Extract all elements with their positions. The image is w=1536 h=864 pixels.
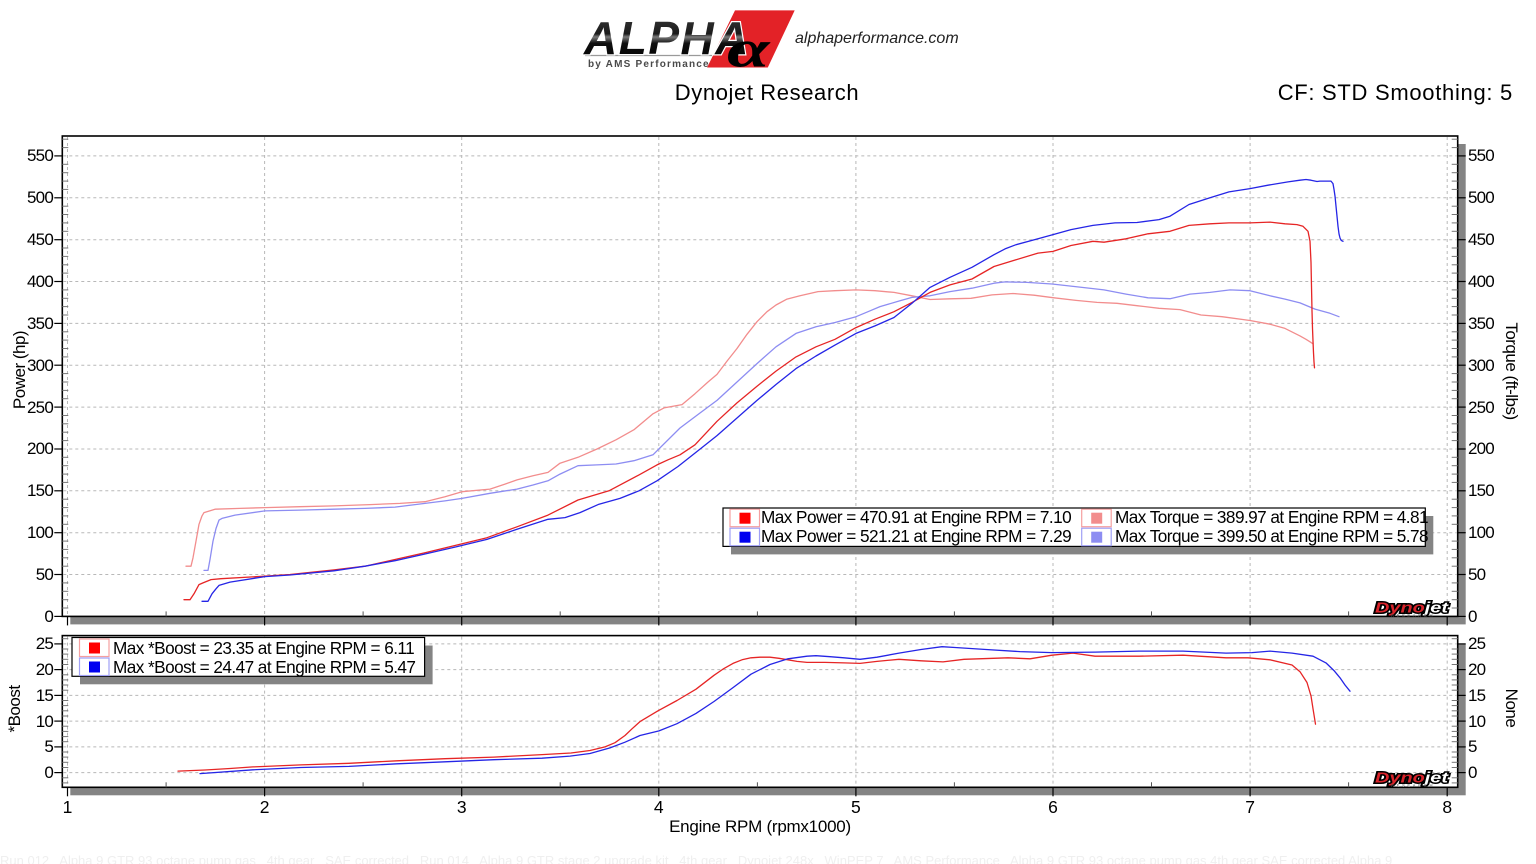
svg-text:RESEARCH: RESEARCH [1391, 613, 1435, 618]
svg-text:ALPHA: ALPHA [583, 12, 750, 64]
svg-text:RESEARCH: RESEARCH [1391, 783, 1435, 788]
svg-text:ALPHA: ALPHA [583, 12, 750, 64]
svg-text:Dynojet: Dynojet [1375, 770, 1449, 787]
svg-text:Dynojet: Dynojet [1375, 600, 1449, 617]
svg-text:α: α [727, 20, 771, 79]
svg-text:Dynojet: Dynojet [1375, 770, 1449, 787]
svg-text:Dynojet: Dynojet [1375, 600, 1449, 617]
